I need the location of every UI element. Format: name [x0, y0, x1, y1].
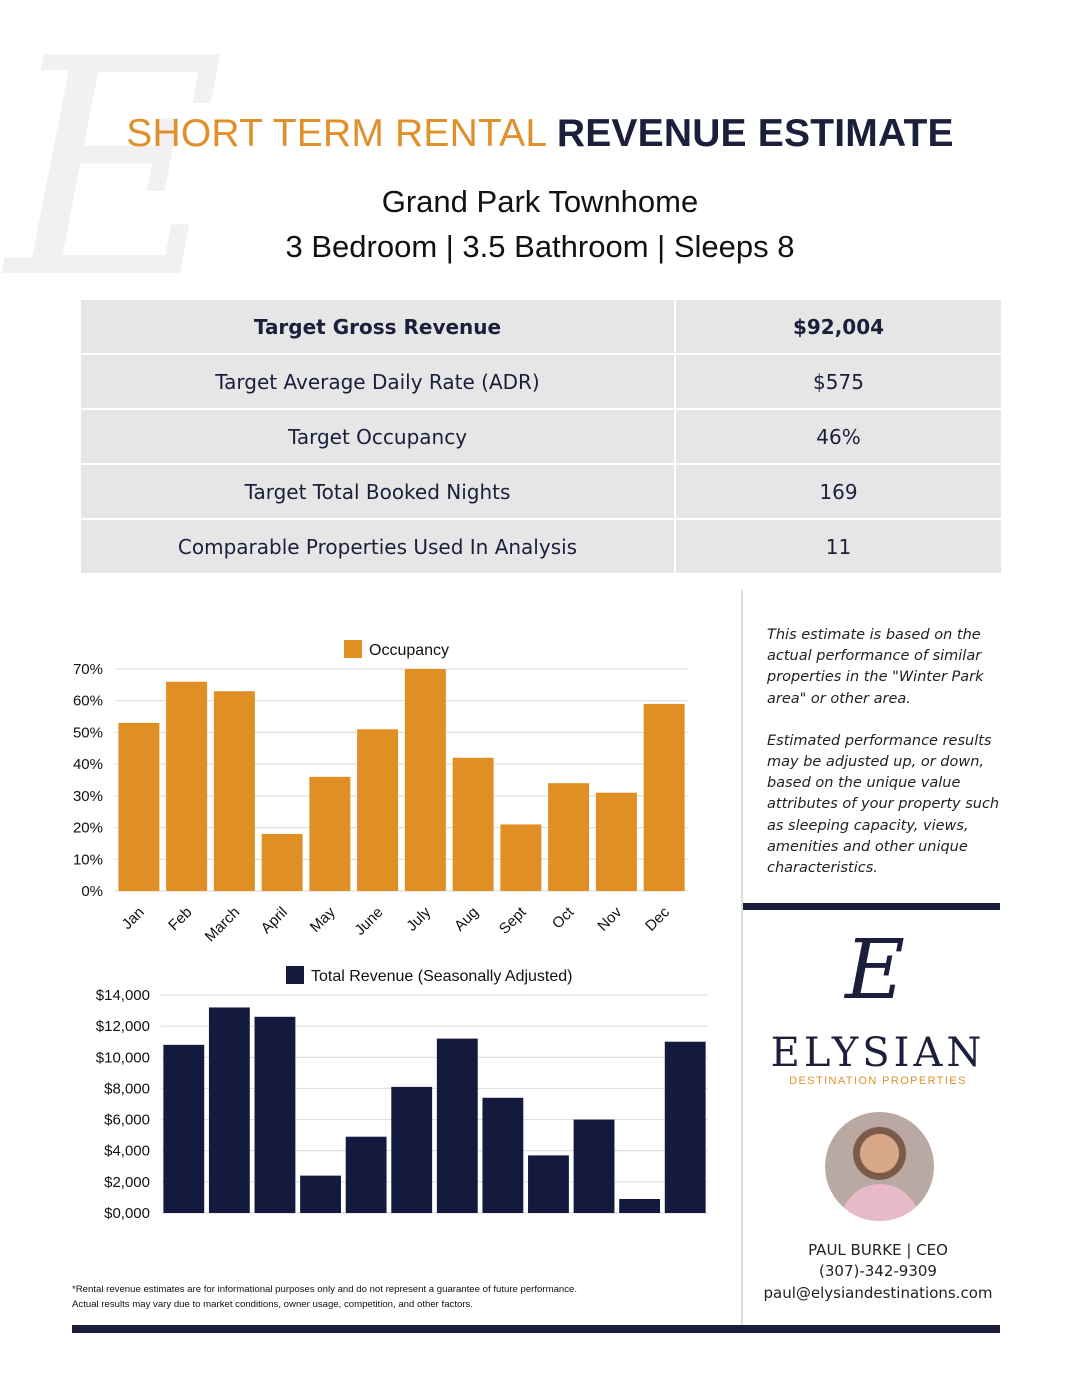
bar	[619, 1198, 661, 1213]
bar	[404, 669, 446, 891]
bar	[261, 833, 303, 891]
bar	[300, 1175, 341, 1213]
x-tick-label: Nov	[594, 903, 625, 934]
disclaimer: *Rental revenue estimates are for inform…	[72, 1282, 732, 1312]
x-tick-label: Aug	[451, 904, 482, 935]
y-tick-label: 0%	[81, 883, 103, 900]
vertical-divider	[741, 590, 743, 1325]
metrics-row: Target Average Daily Rate (ADR) $575	[79, 353, 1003, 410]
disclaimer-line: Actual results may vary due to market co…	[72, 1299, 474, 1310]
title-part-orange: SHORT TERM RENTAL	[126, 112, 546, 155]
note-paragraph: Estimated performance results may be adj…	[767, 732, 1000, 877]
y-tick-label: 70%	[73, 661, 103, 678]
metric-label: Comparable Properties Used In Analysis	[79, 518, 676, 575]
bar	[500, 824, 542, 891]
sidebar-divider	[743, 903, 1000, 910]
charts-canvas: 0% 10% 20% 30% 40% 50% 60% 70% Jan Feb March April M…	[73, 640, 708, 1222]
contact-email-link[interactable]: paul@elysiandestinations.com	[763, 1284, 993, 1302]
logo-tagline: DESTINATION PROPERTIES	[789, 1075, 967, 1087]
bar	[213, 691, 255, 891]
footer-bar	[72, 1325, 1000, 1333]
bar	[664, 1041, 706, 1213]
bar	[163, 1044, 205, 1213]
bar	[573, 1119, 615, 1213]
x-tick-label: Dec	[642, 903, 673, 934]
disclaimer-line: *Rental revenue estimates are for inform…	[72, 1284, 578, 1295]
y-tick-label: 40%	[73, 756, 103, 773]
property-details: 3 Bedroom | 3.5 Bathroom | Sleeps 8	[285, 229, 795, 264]
avatar-shirt	[840, 1184, 920, 1221]
metric-label: Target Total Booked Nights	[79, 463, 676, 520]
bar	[254, 1016, 296, 1213]
watermark-monogram: E	[6, 0, 225, 344]
metric-label: Target Occupancy	[79, 408, 676, 465]
metric-value: $92,004	[674, 298, 1003, 355]
legend-label: Occupancy	[369, 642, 449, 659]
bar	[309, 776, 351, 891]
metric-value: 11	[674, 518, 1003, 575]
x-tick-label: Feb	[165, 904, 195, 934]
contact-name: PAUL BURKE | CEO	[808, 1241, 948, 1259]
y-tick-label: $2,000	[104, 1174, 150, 1191]
metrics-table: Target Gross Revenue $92,004 Target Aver…	[79, 298, 1003, 575]
x-tick-label: June	[351, 904, 386, 939]
metrics-row: Target Occupancy 46%	[79, 408, 1003, 465]
y-tick-label: 50%	[73, 724, 103, 741]
legend-swatch	[344, 640, 362, 658]
x-tick-label: July	[403, 903, 434, 934]
metrics-row: Comparable Properties Used In Analysis 1…	[79, 518, 1003, 575]
estimate-note: This estimate is based on the actual per…	[767, 625, 1002, 900]
bar	[166, 681, 208, 891]
y-tick-label: $6,000	[104, 1112, 150, 1129]
bar	[357, 729, 399, 891]
y-tick-label: $12,000	[96, 1018, 150, 1035]
bar	[595, 792, 637, 891]
x-tick-label: Sept	[496, 903, 530, 937]
y-tick-label: $14,000	[96, 987, 150, 1004]
y-tick-label: 20%	[73, 820, 103, 837]
bar	[208, 1007, 250, 1213]
note-paragraph: This estimate is based on the actual per…	[767, 627, 984, 707]
bar	[452, 757, 494, 891]
bar	[436, 1038, 478, 1213]
avatar	[825, 1112, 934, 1221]
metrics-row: Target Total Booked Nights 169	[79, 463, 1003, 520]
logo-monogram: E	[845, 923, 905, 1018]
bar	[528, 1155, 569, 1213]
y-tick-label: 10%	[73, 851, 103, 868]
metric-value: 169	[674, 463, 1003, 520]
bar	[345, 1136, 387, 1213]
y-tick-label: 30%	[73, 788, 103, 805]
y-tick-label: $8,000	[104, 1080, 150, 1097]
x-tick-label: April	[258, 904, 291, 937]
bar	[482, 1097, 524, 1213]
legend-swatch	[286, 966, 304, 984]
bar	[548, 783, 590, 891]
metric-value: 46%	[674, 408, 1003, 465]
x-tick-label: March	[202, 904, 243, 945]
y-tick-label: $0,000	[104, 1205, 150, 1222]
metric-value: $575	[674, 353, 1003, 410]
metric-label: Target Gross Revenue	[79, 298, 676, 355]
page-title: SHORT TERM RENTAL REVENUE ESTIMATE	[0, 112, 1080, 156]
x-tick-label: Jan	[119, 904, 148, 933]
y-tick-label: 60%	[73, 693, 103, 710]
y-tick-label: $10,000	[96, 1049, 150, 1066]
metric-label: Target Average Daily Rate (ADR)	[79, 353, 676, 410]
logo-wordmark: ELYSIAN	[770, 1030, 986, 1076]
legend-label: Total Revenue (Seasonally Adjusted)	[311, 968, 573, 985]
title-part-navy: REVENUE ESTIMATE	[556, 112, 954, 155]
bar	[118, 722, 160, 891]
bar	[391, 1086, 433, 1213]
metrics-row: Target Gross Revenue $92,004	[79, 298, 1003, 355]
x-tick-label: Oct	[549, 903, 578, 932]
bar	[643, 703, 685, 891]
property-name: Grand Park Townhome	[381, 184, 699, 219]
contact-phone: (307)-342-9309	[819, 1262, 937, 1280]
x-tick-label: May	[307, 903, 339, 935]
y-tick-label: $4,000	[104, 1143, 150, 1160]
